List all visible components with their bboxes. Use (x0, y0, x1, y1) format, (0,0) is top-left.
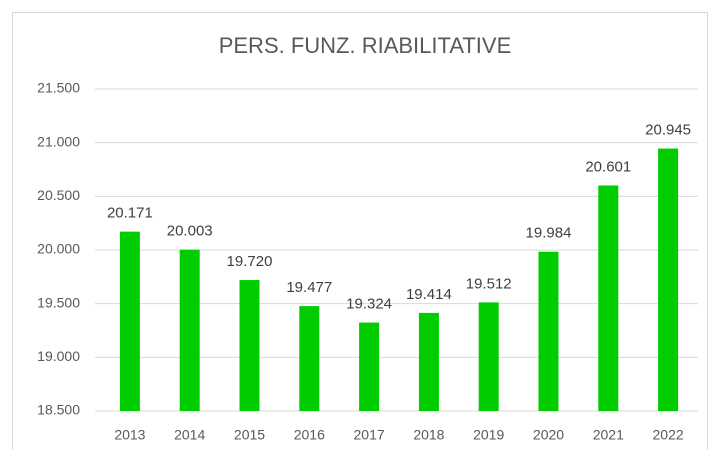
y-tick-label: 19.500 (37, 294, 80, 310)
x-tick-label: 2022 (653, 427, 684, 443)
data-label: 19.984 (526, 225, 572, 242)
bar (478, 302, 499, 411)
x-tick-label: 2017 (354, 427, 385, 443)
y-tick-label: 18.500 (37, 402, 80, 418)
y-tick-label: 19.000 (37, 348, 80, 364)
data-label: 20.003 (167, 223, 213, 240)
x-tick-label: 2019 (473, 427, 504, 443)
data-label: 19.414 (406, 286, 452, 303)
x-tick-label: 2018 (413, 427, 444, 443)
x-tick-label: 2015 (234, 427, 265, 443)
x-tick-label: 2020 (533, 427, 564, 443)
chart-title: PERS. FUNZ. RIABILITATIVE (219, 33, 512, 58)
data-label: 19.324 (346, 296, 392, 313)
x-tick-label: 2013 (114, 427, 145, 443)
bar (359, 322, 380, 411)
bar (658, 148, 679, 411)
bar (179, 249, 200, 411)
x-tick-label: 2014 (174, 427, 205, 443)
bar (418, 312, 439, 411)
data-label: 19.512 (466, 275, 512, 292)
bar (598, 185, 619, 411)
bar (538, 251, 559, 411)
data-label: 20.601 (585, 158, 631, 175)
data-label: 20.171 (107, 205, 153, 222)
bar (299, 306, 320, 411)
data-label: 19.720 (227, 253, 273, 270)
bar (239, 280, 260, 411)
x-tick-label: 2016 (294, 427, 325, 443)
y-tick-label: 20.000 (37, 241, 80, 257)
data-label: 19.477 (286, 279, 332, 296)
data-label: 20.945 (645, 122, 691, 139)
y-tick-label: 21.500 (37, 80, 80, 96)
bar (119, 231, 140, 411)
x-tick-label: 2021 (593, 427, 624, 443)
y-tick-label: 21.000 (37, 133, 80, 149)
y-tick-label: 20.500 (37, 187, 80, 203)
